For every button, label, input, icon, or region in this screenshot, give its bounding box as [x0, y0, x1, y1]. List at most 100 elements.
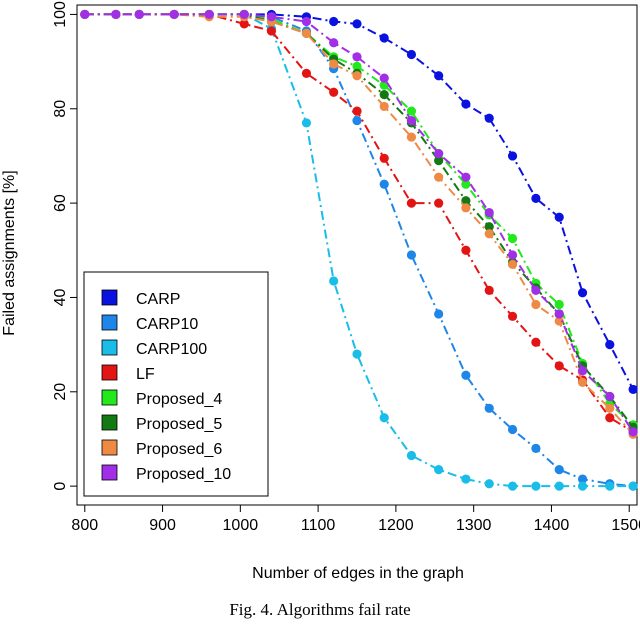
point-proposed-6-1350 — [507, 259, 518, 270]
y-tick-label-60: 60 — [52, 194, 69, 212]
y-tick-label-20: 20 — [52, 383, 69, 401]
point-proposed-10-1475 — [605, 391, 615, 402]
point-proposed-4-1290 — [461, 179, 471, 189]
point-lf-1255 — [434, 198, 444, 208]
point-proposed-6-1410 — [554, 316, 564, 326]
x-tick-label-1300: 1300 — [456, 517, 492, 534]
point-proposed-6-1120 — [329, 59, 339, 69]
x-tick-label-800: 800 — [71, 517, 98, 534]
figure-caption: Fig. 4. Algorithms fail rate — [229, 600, 411, 619]
point-proposed-5-1255 — [434, 156, 444, 166]
series-layer — [80, 9, 638, 491]
point-carp100-1185 — [379, 413, 389, 423]
point-proposed-10-1410 — [554, 309, 564, 319]
point-lf-1475 — [605, 413, 615, 423]
x-tick-label-1100: 1100 — [301, 517, 336, 534]
x-tick-label-1200: 1200 — [378, 517, 414, 534]
point-carp10-1440 — [577, 474, 588, 484]
legend-swatch-proposed-4 — [101, 389, 118, 406]
point-proposed-6-1185 — [379, 101, 389, 112]
point-proposed-10-1290 — [461, 172, 471, 182]
legend-swatch-proposed-6 — [101, 439, 118, 456]
legend-label-proposed-4: Proposed_4 — [136, 391, 222, 408]
point-proposed-10-1320 — [484, 207, 494, 218]
legend-swatch-proposed-5 — [101, 414, 118, 431]
point-carp-1475 — [605, 340, 615, 350]
point-carp100-1255 — [434, 465, 444, 475]
point-carp-1255 — [434, 71, 444, 81]
y-tick-label-100: 100 — [52, 1, 69, 28]
point-carp100-1380 — [531, 481, 541, 491]
point-lf-1185 — [379, 153, 389, 163]
y-tick-label-0: 0 — [52, 482, 69, 491]
point-carp-1220 — [406, 49, 417, 60]
y-tick-label-40: 40 — [52, 288, 69, 306]
x-tick-label-900: 900 — [149, 517, 176, 534]
point-carp100-1410 — [554, 481, 564, 491]
point-carp10-1410 — [554, 465, 564, 475]
point-lf-1085 — [301, 68, 312, 78]
point-proposed-10-915 — [169, 9, 179, 20]
point-carp10-1320 — [484, 403, 494, 413]
x-tick-label-1000: 1000 — [223, 517, 259, 534]
point-carp100-1350 — [507, 481, 518, 491]
point-carp10-1220 — [406, 250, 417, 260]
point-carp-1320 — [484, 113, 494, 123]
point-carp-1505 — [628, 384, 638, 395]
legend-swatch-proposed-10 — [101, 464, 118, 481]
legend-swatch-carp — [101, 289, 118, 306]
point-proposed-5-1185 — [379, 90, 389, 100]
point-lf-1350 — [507, 311, 518, 321]
legend-label-carp100: CARP100 — [136, 341, 207, 358]
point-proposed-10-1040 — [266, 12, 277, 22]
legend-label-carp: CARP — [136, 291, 180, 308]
point-lf-1380 — [531, 337, 541, 347]
point-proposed-10-1185 — [379, 73, 389, 83]
point-carp100-1320 — [484, 479, 494, 489]
point-carp100-1085 — [301, 118, 312, 128]
point-proposed-10-870 — [134, 9, 144, 20]
point-proposed-10-1255 — [434, 148, 444, 159]
point-lf-1290 — [461, 245, 471, 255]
point-proposed-10-1505 — [628, 427, 638, 437]
legend-label-proposed-5: Proposed_5 — [136, 416, 222, 433]
point-carp10-1255 — [434, 309, 444, 319]
x-tick-label-1400: 1400 — [534, 517, 570, 534]
point-proposed-10-960 — [204, 9, 214, 20]
x-axis-label: Number of edges in the graph — [252, 565, 464, 582]
point-carp-1350 — [507, 151, 518, 161]
point-proposed-6-1320 — [484, 229, 494, 239]
legend-swatch-lf — [101, 364, 118, 381]
legend-label-proposed-10: Proposed_10 — [136, 466, 231, 483]
point-proposed-10-1150 — [352, 52, 362, 62]
point-proposed-10-800 — [80, 9, 90, 20]
point-proposed-6-1255 — [434, 172, 444, 182]
point-carp100-1120 — [329, 276, 339, 286]
point-proposed-10-840 — [111, 9, 121, 20]
point-carp10-1150 — [352, 115, 362, 126]
point-proposed-10-1220 — [406, 115, 417, 126]
point-proposed-6-1220 — [406, 132, 417, 142]
point-carp10-1185 — [379, 179, 389, 189]
point-proposed-4-1410 — [554, 299, 564, 310]
y-tick-label-80: 80 — [52, 100, 69, 118]
point-proposed-5-1290 — [461, 196, 471, 206]
legend: CARP CARP10 CARP100 LF Proposed_4 Proposed_5 P… — [83, 271, 269, 497]
point-carp-1290 — [461, 99, 471, 109]
point-proposed-4-1150 — [352, 61, 362, 71]
point-proposed-10-1085 — [301, 16, 312, 27]
point-proposed-6-1475 — [605, 403, 615, 413]
point-carp100-1220 — [406, 450, 417, 461]
point-carp10-1350 — [507, 424, 518, 435]
legend-label-proposed-6: Proposed_6 — [136, 441, 222, 458]
point-proposed-10-1350 — [507, 250, 518, 260]
series-proposed-10 — [80, 9, 638, 437]
point-carp-1380 — [531, 193, 541, 203]
point-proposed-6-1440 — [577, 377, 588, 387]
point-proposed-4-1220 — [406, 106, 417, 116]
point-lf-1040 — [266, 26, 277, 36]
point-proposed-6-1380 — [531, 299, 541, 310]
